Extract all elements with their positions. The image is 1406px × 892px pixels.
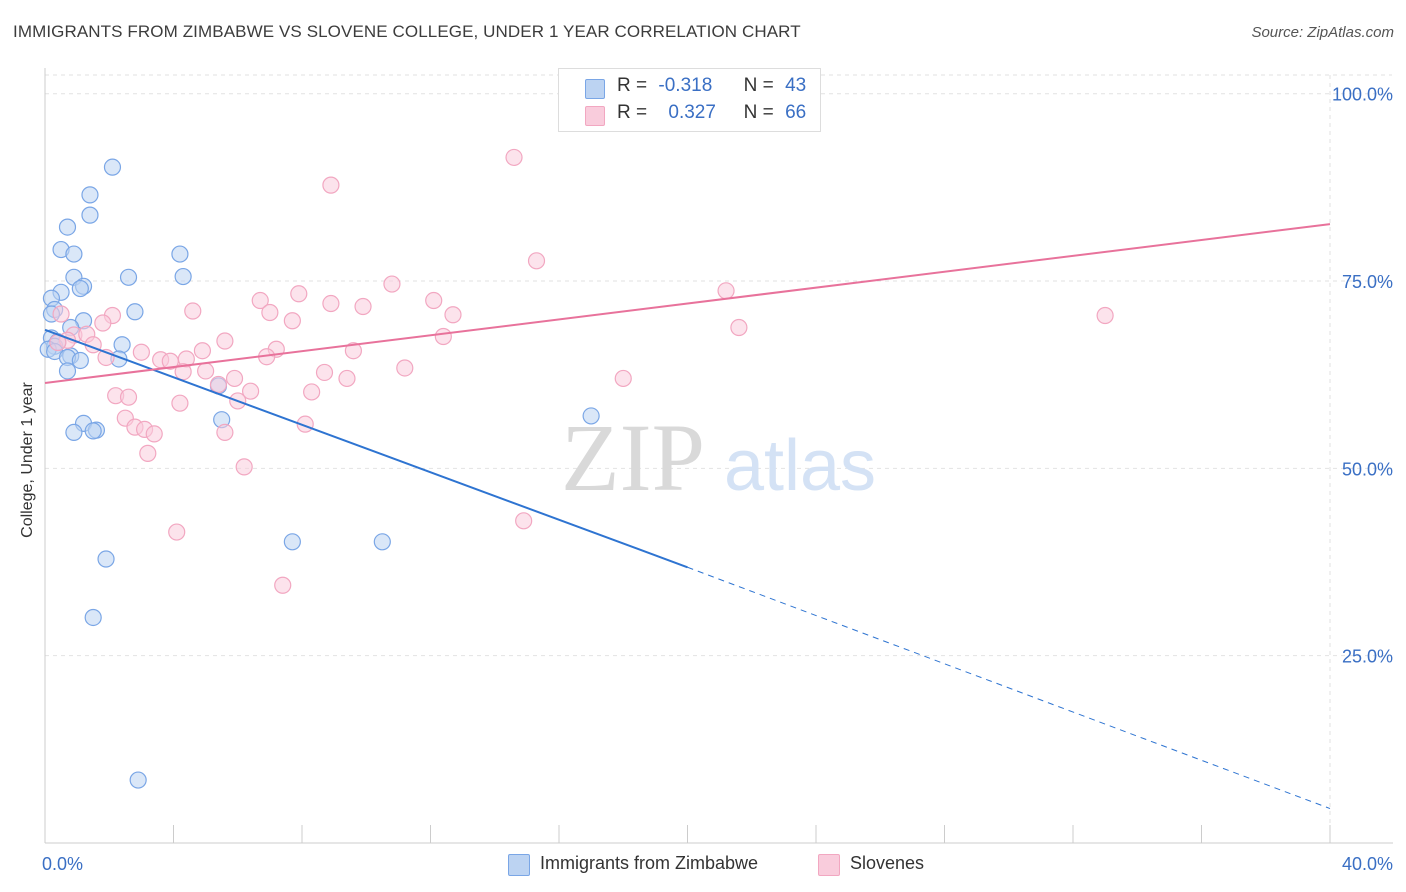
watermark: ZIP atlas [561, 404, 876, 511]
legend-r-label: R = [617, 102, 648, 123]
point-slovenes [717, 282, 735, 300]
point-slovenes [425, 291, 443, 310]
point-zimbabwe [71, 279, 89, 298]
point-zimbabwe [58, 218, 77, 236]
legend-n-value: 43 [785, 75, 807, 96]
point-zimbabwe [84, 608, 102, 627]
point-zimbabwe [58, 362, 77, 380]
point-slovenes [322, 294, 340, 313]
point-slovenes [119, 388, 138, 406]
legend-swatch-zimbabwe [508, 854, 530, 876]
point-zimbabwe [283, 533, 301, 551]
point-slovenes [505, 148, 523, 167]
y-tick-label: 25.0% [1342, 647, 1393, 667]
point-slovenes [344, 342, 362, 360]
point-slovenes [197, 362, 215, 380]
point-slovenes [354, 297, 372, 316]
swatch-zimbabwe [585, 79, 605, 99]
source-credit: Source: ZipAtlas.com [1251, 24, 1394, 41]
y-tick-label: 50.0% [1342, 459, 1393, 479]
legend-n-value: 66 [785, 102, 807, 123]
point-slovenes [383, 275, 401, 293]
point-slovenes [225, 369, 244, 388]
point-slovenes [235, 458, 253, 476]
point-zimbabwe [81, 186, 99, 204]
trend-lines [44, 223, 1331, 810]
y-tick-label: 100.0% [1332, 85, 1393, 105]
point-zimbabwe [84, 422, 102, 440]
watermark-zip: ZIP [561, 404, 705, 511]
point-slovenes [216, 423, 234, 442]
point-slovenes [303, 383, 321, 401]
x-tick-label-min: 0.0% [42, 854, 83, 874]
point-slovenes [193, 342, 212, 360]
point-slovenes [251, 291, 269, 310]
legend-n-label: N = [743, 102, 774, 123]
point-zimbabwe [103, 158, 122, 176]
data-points [39, 148, 1114, 789]
legend-label-zimbabwe: Immigrants from Zimbabwe [540, 853, 759, 873]
legend-swatch-slovenes [818, 854, 840, 876]
point-slovenes [132, 343, 150, 361]
point-slovenes [396, 359, 414, 377]
swatch-slovenes [585, 106, 605, 126]
legend-r-value: -0.318 [658, 75, 713, 96]
point-slovenes [161, 352, 179, 370]
axes [44, 68, 1393, 844]
point-slovenes [274, 576, 292, 594]
point-slovenes [171, 394, 189, 412]
point-slovenes [139, 444, 157, 462]
point-slovenes [444, 306, 462, 324]
point-slovenes [184, 302, 202, 320]
point-zimbabwe [71, 351, 89, 370]
point-slovenes [94, 314, 112, 332]
point-zimbabwe [129, 771, 147, 789]
point-zimbabwe [113, 336, 131, 354]
point-slovenes [338, 369, 356, 388]
watermark-atlas: atlas [724, 426, 876, 506]
point-zimbabwe [97, 550, 115, 568]
y-tick-label: 75.0% [1342, 272, 1393, 292]
legend-n-label: N = [743, 75, 774, 96]
point-zimbabwe [126, 303, 144, 321]
point-slovenes [168, 523, 186, 541]
point-slovenes [1096, 306, 1114, 325]
correlation-legend: R = -0.318 N = 43 R = 0.327 N = 66 [558, 68, 821, 132]
point-slovenes [283, 312, 301, 330]
point-slovenes [434, 327, 452, 346]
point-zimbabwe [582, 407, 600, 425]
trend-slovenes [44, 223, 1331, 384]
point-slovenes [315, 363, 334, 382]
point-zimbabwe [81, 206, 99, 224]
x-tick-label-max: 40.0% [1342, 854, 1393, 874]
point-slovenes [515, 512, 533, 530]
legend-label-slovenes: Slovenes [850, 853, 925, 873]
trend-zimbabwe-dashed [687, 566, 1331, 810]
gridlines [45, 74, 1392, 843]
y-axis-label: College, Under 1 year [19, 382, 36, 538]
point-slovenes [614, 369, 632, 388]
point-slovenes [209, 375, 228, 394]
legend-r-value: 0.327 [668, 102, 716, 123]
point-slovenes [242, 382, 260, 400]
point-slovenes [261, 303, 279, 322]
point-zimbabwe [171, 245, 189, 263]
tick-labels: 25.0% 50.0% 75.0% 100.0% 0.0% 40.0% [42, 85, 1393, 874]
point-slovenes [174, 363, 192, 381]
point-zimbabwe [65, 245, 83, 263]
point-slovenes [145, 425, 163, 443]
point-zimbabwe [174, 267, 192, 286]
point-zimbabwe [373, 533, 391, 551]
point-slovenes [527, 252, 546, 270]
point-zimbabwe [119, 268, 138, 286]
point-slovenes [322, 176, 340, 194]
chart-title: IMMIGRANTS FROM ZIMBABWE VS SLOVENE COLL… [13, 22, 801, 41]
point-slovenes [290, 285, 308, 303]
point-zimbabwe [65, 423, 83, 442]
point-slovenes [730, 318, 748, 337]
point-slovenes [52, 305, 70, 323]
legend-r-label: R = [617, 75, 648, 96]
point-slovenes [216, 332, 234, 350]
